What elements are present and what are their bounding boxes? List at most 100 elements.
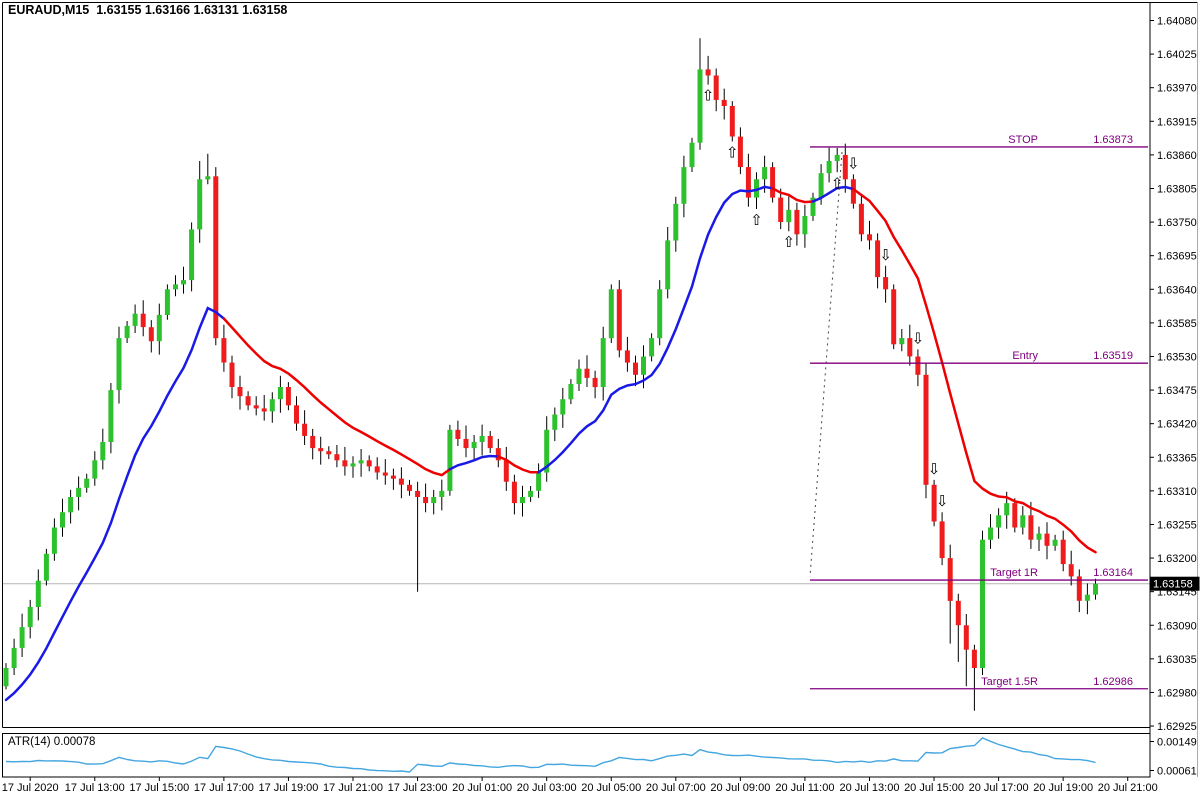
bull-candle: [996, 515, 1002, 528]
bear-candle: [334, 454, 340, 461]
bear-candle: [148, 327, 154, 342]
bull-candle: [552, 414, 558, 430]
signal-arrows-layer: ⇧⇧⇧⇧⇧⇩⇩⇩⇩⇩: [702, 87, 949, 511]
bear-candle: [955, 600, 961, 626]
price-tick-label: 1.64080: [1157, 16, 1197, 28]
bull-candle: [68, 497, 74, 513]
price-tick-label: 1.63640: [1157, 284, 1197, 296]
time-tick-label: 20 Jul 17:00: [969, 782, 1029, 794]
bear-candle: [1028, 515, 1034, 540]
ma-segment-up: [4, 306, 226, 702]
time-tick-label: 17 Jul 23:00: [388, 782, 448, 794]
price-axis[interactable]: 1.64080 1.64025 1.63970 1.63915 1.63860 1.638…: [1150, 16, 1200, 778]
sell-signal-arrow-icon: ⇩: [936, 492, 949, 510]
trade-link-dotted-line: [809, 151, 843, 578]
bull-candle: [164, 289, 170, 315]
bull-candle: [988, 527, 993, 540]
bull-candle: [665, 240, 671, 290]
price-tick-label: 1.63365: [1157, 452, 1197, 464]
bull-candle: [528, 490, 534, 497]
bear-candle: [463, 438, 469, 449]
bear-candle: [705, 69, 711, 76]
price-tick-label: 1.63530: [1157, 351, 1197, 363]
time-tick-label: 20 Jul 07:00: [646, 782, 706, 794]
bear-candle: [713, 75, 719, 100]
bear-candle: [221, 338, 227, 363]
bear-candle: [923, 374, 929, 485]
bull-candle: [269, 399, 275, 412]
trade-levels-layer: STOP 1.63873 Entry 1.63519 Target 1R 1.63164 T…: [809, 134, 1148, 690]
bear-candle: [237, 387, 243, 397]
bull-candle: [576, 368, 582, 384]
atr-indicator-label: ATR(14) 0.00078: [8, 736, 96, 748]
bull-candle: [197, 179, 203, 230]
bull-candle: [697, 69, 703, 143]
bear-candle: [253, 405, 259, 409]
bull-candle: [1004, 503, 1010, 516]
bear-candle: [971, 649, 977, 668]
atr-pane-border: [2, 733, 1151, 778]
bear-candle: [310, 435, 316, 449]
buy-signal-arrow-icon: ⇧: [702, 87, 715, 105]
buy-signal-arrow-icon: ⇧: [750, 211, 763, 229]
time-tick-label: 20 Jul 05:00: [581, 782, 641, 794]
bull-candle: [116, 338, 122, 390]
bull-candle: [60, 512, 65, 528]
bear-candle: [398, 478, 404, 485]
bear-candle: [745, 167, 751, 198]
bull-candle: [544, 429, 550, 473]
bull-candle: [471, 442, 477, 449]
time-tick-label: 17 Jul 17:00: [194, 782, 254, 794]
time-axis[interactable]: 17 Jul 2020 17 Jul 13:00 17 Jul 15:00 17 Ju…: [2, 777, 1158, 794]
price-tick-label: 1.62980: [1157, 687, 1197, 699]
bear-candle: [963, 625, 969, 650]
price-tick-label: 1.63970: [1157, 83, 1197, 95]
bull-candle: [156, 314, 162, 342]
bull-candle: [27, 606, 33, 628]
bear-candle: [939, 521, 945, 559]
bull-candle: [641, 356, 646, 375]
bear-candle: [140, 313, 146, 328]
bull-candle: [108, 390, 114, 442]
bull-candle: [431, 497, 437, 504]
ma-segment-down: [222, 317, 452, 477]
bear-candle: [415, 490, 421, 497]
bull-candle: [1084, 594, 1090, 601]
trade-level-value-stop: 1.63873: [1093, 134, 1133, 146]
bull-candle: [802, 216, 808, 235]
time-tick-label: 17 Jul 15:00: [129, 782, 189, 794]
price-tick-label: 1.63420: [1157, 419, 1197, 431]
bear-candle: [875, 240, 881, 278]
bull-candle: [681, 167, 687, 204]
bull-candle: [899, 338, 905, 345]
bear-candle: [842, 154, 848, 180]
bear-candle: [858, 203, 864, 235]
bull-candle: [277, 387, 283, 400]
bull-candle: [826, 161, 832, 174]
bull-candle: [1020, 515, 1026, 528]
bear-candle: [407, 484, 412, 491]
bear-candle: [294, 405, 299, 424]
bull-candle: [43, 553, 49, 581]
trade-level-label-stop: STOP: [1008, 134, 1038, 146]
bull-candle: [358, 460, 364, 464]
bull-candle: [600, 338, 606, 387]
bear-candle: [1044, 533, 1050, 546]
bear-candle: [342, 460, 348, 467]
bull-candle: [11, 647, 17, 669]
moving-average-line: [4, 185, 1097, 702]
bear-candle: [318, 448, 324, 452]
trade-level-value-target-1r: 1.63164: [1093, 567, 1133, 579]
price-tick-label: 1.64025: [1157, 49, 1197, 61]
bull-candle: [520, 497, 525, 504]
bear-candle: [915, 356, 921, 375]
sell-signal-arrow-icon: ⇩: [879, 246, 892, 264]
bull-candle: [810, 197, 816, 216]
bear-candle: [721, 99, 727, 106]
current-price-badge: [1150, 576, 1200, 591]
bull-candle: [51, 527, 57, 554]
bear-candle: [229, 362, 235, 387]
bear-candle: [794, 209, 800, 235]
